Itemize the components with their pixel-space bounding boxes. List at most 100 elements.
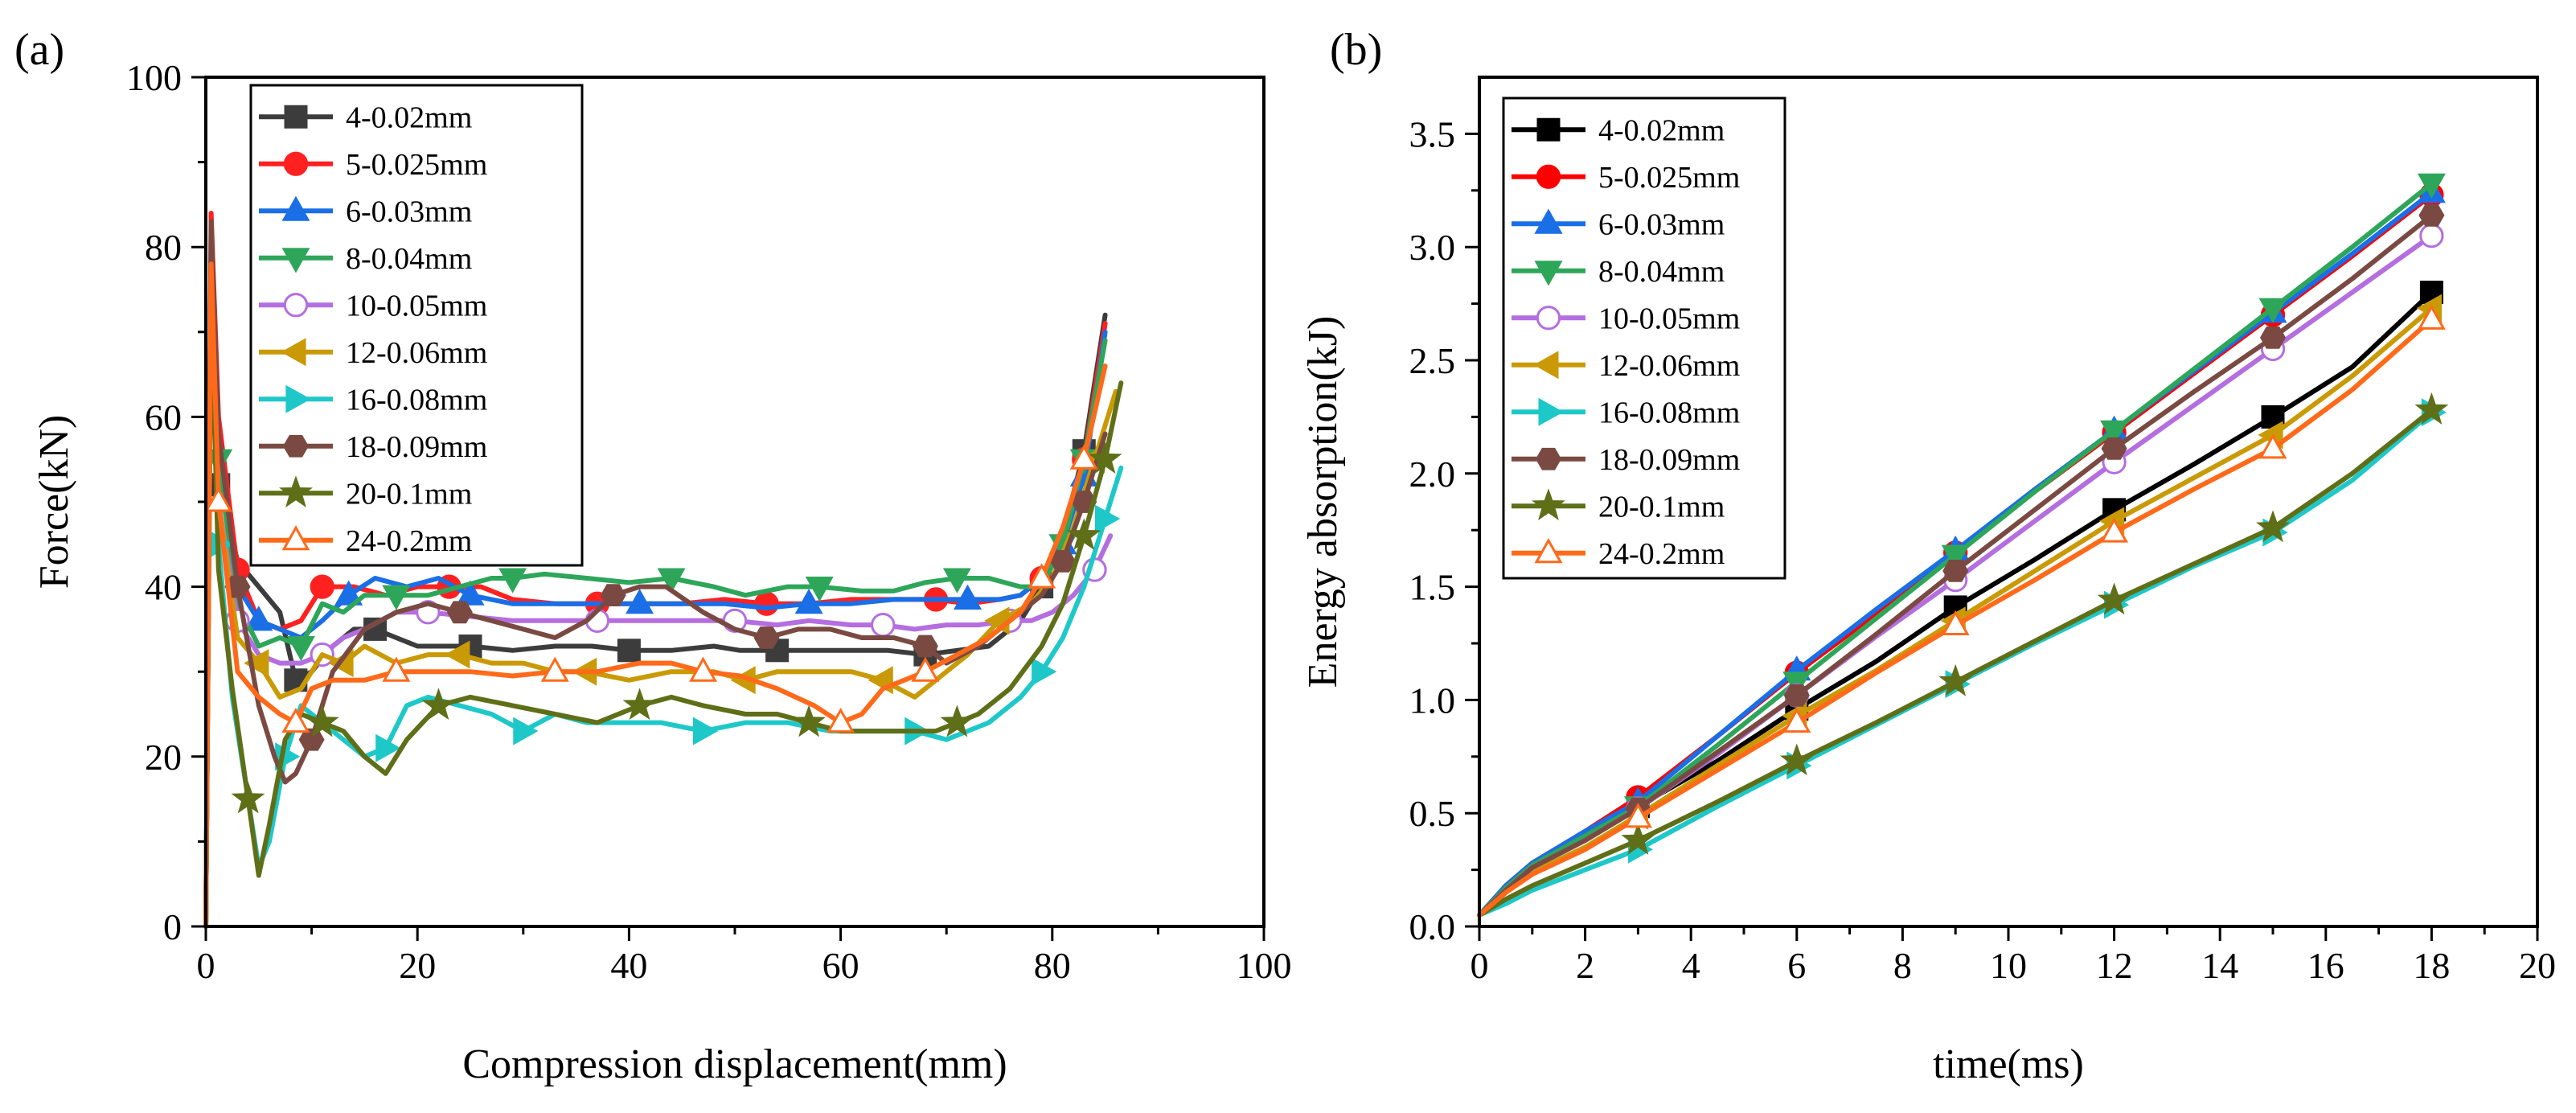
panel-a-point-16-0-08mm: [375, 733, 401, 762]
panel-a-point-20-0-1mm: [231, 781, 265, 814]
panel-b-point-8-0-04mm: [2258, 298, 2287, 323]
panel-a-point-24-0-2mm: [382, 656, 411, 682]
panel-a-point-24-0-2mm: [1028, 563, 1056, 589]
panel-b-line-20-0-1mm: [1477, 408, 2434, 918]
panel-a-series-6-0-03mm: [203, 236, 1108, 929]
panel-a-point-8-0-04mm: [382, 585, 411, 610]
panel-a-x-tick-label: 80: [1034, 945, 1071, 986]
panel-a-legend-swatch-marker: [283, 151, 309, 176]
panel-a-series: [203, 211, 1124, 929]
panel-a-point-18-0-09mm: [600, 584, 626, 606]
panel-a-point-18-0-09mm: [1049, 550, 1077, 573]
panel-b-legend-swatch-marker: [1536, 117, 1561, 142]
panel-a-y-tick-label: 100: [126, 57, 182, 98]
panel-a-ticks: 0 20 40 60 80 100 0 20 40 60 80 100: [126, 57, 1292, 986]
panel-a-point-5-0-025mm: [310, 574, 334, 599]
panel-b-point-20-0-1mm: [1779, 743, 1814, 776]
panel-b-point-18-0-09mm: [1942, 560, 1969, 582]
panel-a-legend-swatch-marker: [281, 248, 310, 273]
panel-b-point-24-0-2mm: [2258, 433, 2287, 459]
panel-b-legend: 4-0.02mm 5-0.025mm 6-0.03mm 8-0.04mm 10-0.05…: [1502, 97, 1786, 580]
panel-b-point-20-0-1mm: [2256, 510, 2290, 543]
panel-b-point-8-0-04mm: [1941, 544, 1970, 570]
panel-a-point-24-0-2mm: [827, 707, 855, 733]
panel-a-line-18-0-09mm: [203, 219, 1108, 929]
panel-b-legend-item-10-0-05mm: 10-0.05mm: [1512, 302, 1740, 335]
panel-b-legend-item-20-0-1mm: 20-0.1mm: [1512, 488, 1725, 524]
panel-a-point-18-0-09mm: [753, 626, 780, 649]
panel-a-legend-label: 24-0.2mm: [346, 524, 472, 558]
panel-a-point-16-0-08mm: [513, 717, 539, 745]
panel-a-legend-swatch-marker: [281, 338, 306, 367]
panel-a-point-6-0-03mm: [794, 589, 823, 614]
panel-a-point-8-0-04mm: [805, 577, 834, 602]
panel-a-point-5-0-025mm: [754, 591, 779, 616]
panel-b-point-24-0-2mm: [1623, 803, 1652, 828]
panel-b-line-6-0-03mm: [1477, 190, 2434, 918]
panel-b-legend-swatch-marker: [1533, 351, 1559, 380]
panel-b-legend-label: 8-0.04mm: [1598, 255, 1725, 289]
panel-b-x-tick-label: 14: [2201, 945, 2238, 986]
panel-b-legend-swatch-marker: [1536, 306, 1561, 331]
panel-a-point-12-0-06mm: [445, 640, 470, 669]
panel-a-legend-swatch-marker: [282, 434, 310, 458]
panel-a-point-10-0-05mm: [871, 612, 896, 638]
panel-b-point-20-0-1mm: [1621, 822, 1655, 855]
panel-b-x-tick-label: 0: [1471, 945, 1489, 986]
panel-a-point-20-0-1mm: [622, 688, 657, 721]
panel-a-point-16-0-08mm: [1032, 657, 1057, 686]
panel-a-force-displacement: (a) 0 20 40 60 80 100 0 20 40 60 80 100 Compression…: [14, 25, 1292, 1087]
panel-a-point-6-0-03mm: [244, 606, 273, 631]
panel-b-line-24-0-2mm: [1477, 317, 2434, 918]
panel-b-legend-label: 24-0.2mm: [1598, 537, 1725, 571]
panel-a-legend-label: 8-0.04mm: [346, 242, 472, 276]
panel-b-y-tick-label: 2.5: [1409, 340, 1456, 381]
panel-a-point-8-0-04mm: [657, 568, 686, 593]
panel-a-point-20-0-1mm: [421, 688, 456, 721]
panel-a-y-tick-label: 0: [163, 906, 182, 947]
panel-a-legend-label: 16-0.08mm: [346, 383, 487, 417]
panel-a-point-16-0-08mm: [1095, 504, 1121, 533]
panel-b-series: [1477, 173, 2449, 918]
panel-a-point-16-0-08mm: [693, 717, 719, 745]
panel-b-legend-label: 18-0.09mm: [1598, 443, 1740, 477]
panel-a-point-24-0-2mm: [540, 656, 569, 682]
panel-b-legend-item-8-0-04mm: 8-0.04mm: [1512, 255, 1725, 289]
panel-b-point-20-0-1mm: [2414, 392, 2449, 425]
panel-a-x-axis-title: Compression displacement(mm): [462, 1041, 1007, 1087]
panel-b-x-tick-label: 8: [1893, 945, 1912, 986]
panel-b-point-24-0-2mm: [1782, 707, 1811, 733]
panel-b-point-8-0-04mm: [2100, 420, 2129, 446]
panel-b-legend-swatch-marker: [1534, 208, 1563, 234]
panel-a-legend-item-10-0-05mm: 10-0.05mm: [259, 289, 487, 322]
panel-b-legend-item-16-0-08mm: 16-0.08mm: [1512, 396, 1740, 429]
panel-a-point-6-0-03mm: [954, 584, 982, 610]
panel-a-point-20-0-1mm: [792, 704, 827, 737]
panel-b-y-tick-label: 3.5: [1409, 113, 1456, 154]
panel-b-point-20-0-1mm: [1938, 663, 1973, 696]
panel-a-x-tick-label: 20: [399, 945, 436, 986]
panel-b-ticks: 0 2 4 6 8 10 12 14 16 18 20 0.0 0.5 1.0 1.5 2.0 2.5 3.0 3.…: [1409, 113, 2557, 986]
panel-a-legend-swatch-marker: [279, 475, 313, 507]
panel-b-y-tick-label: 3.0: [1409, 227, 1456, 268]
panel-b-y-axis-title: Energy absorption(kJ): [1300, 316, 1346, 688]
panel-b-y-tick-label: 0.5: [1409, 793, 1456, 834]
panel-a-point-24-0-2mm: [1069, 444, 1098, 470]
panel-a-point-12-0-06mm: [244, 649, 269, 678]
panel-a-point-20-0-1mm: [940, 704, 974, 737]
panel-a-legend-item-6-0-03mm: 6-0.03mm: [259, 195, 472, 228]
panel-b-point-8-0-04mm: [2417, 173, 2446, 199]
panel-a-legend-label: 10-0.05mm: [346, 289, 487, 322]
panel-b-legend-label: 6-0.03mm: [1598, 207, 1725, 241]
panel-b-point-24-0-2mm: [1941, 610, 1970, 635]
panel-b-x-tick-label: 10: [1990, 945, 2027, 986]
panel-b-point-18-0-09mm: [2418, 203, 2445, 227]
panel-a-line-12-0-06mm: [203, 287, 1118, 929]
panel-a-legend-swatch-marker: [281, 525, 310, 551]
panel-a-series-24-0-2mm: [203, 261, 1108, 929]
panel-b-y-tick-label: 2.0: [1409, 454, 1456, 495]
panel-a-x-tick-label: 60: [822, 945, 859, 986]
panel-b-legend-swatch-marker: [1532, 488, 1565, 520]
panel-b-legend-label: 12-0.06mm: [1598, 349, 1740, 383]
panel-a-legend-item-16-0-08mm: 16-0.08mm: [259, 383, 487, 417]
